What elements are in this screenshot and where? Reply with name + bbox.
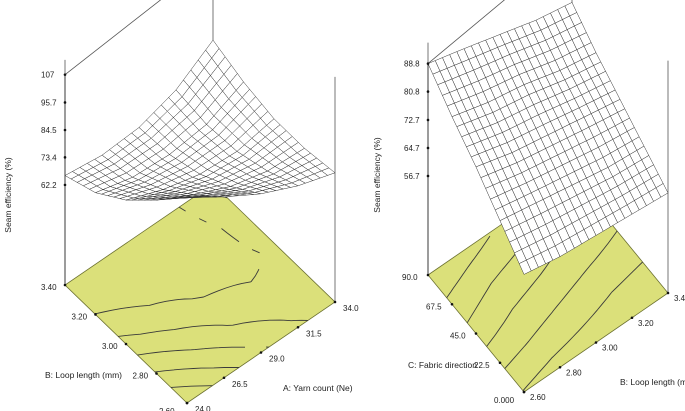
y-tick-mark: [94, 313, 97, 316]
floor-contour-line: [154, 366, 240, 373]
x-tick-label: 3.40: [674, 294, 685, 303]
z-tick-label: 80.8: [404, 88, 420, 97]
y-tick-mark: [155, 372, 158, 375]
x-tick-mark: [333, 300, 337, 304]
floor-contour-line: [170, 385, 213, 388]
x-tick-label: 29.0: [269, 355, 285, 364]
y-tick-label: 3.40: [41, 283, 57, 292]
z-tick-label: 72.7: [404, 116, 420, 125]
surface-mesh-cell: [518, 259, 532, 275]
y-axis-label-left: B: Loop length (mm): [45, 370, 122, 380]
x-tick-mark: [558, 365, 562, 369]
x-tick-mark: [594, 341, 598, 344]
floor-contour-line: [118, 189, 308, 337]
y-tick-label: 45.0: [450, 332, 466, 341]
x-tick-label: 24.0: [195, 405, 211, 411]
x-tick-label: 2.80: [566, 368, 582, 377]
y-tick-label: 2.60: [159, 407, 175, 411]
x-tick-mark: [259, 351, 263, 354]
y-tick-label: 0.000: [494, 396, 515, 405]
x-tick-label: 26.5: [232, 380, 248, 389]
z-tick-label: 84.5: [41, 126, 57, 135]
y-tick-mark: [474, 332, 478, 335]
x-tick-mark: [630, 316, 634, 320]
floor-contour-line: [504, 230, 618, 369]
y-tick-mark: [522, 390, 526, 394]
z-axis-label-right: Seam efficiency (%): [372, 137, 382, 213]
x-tick-label: 31.5: [306, 329, 322, 338]
z-tick-label: 64.7: [404, 144, 420, 153]
y-tick-mark: [426, 273, 430, 277]
y-tick-label: 3.00: [102, 342, 118, 351]
z-tick-mark: [63, 101, 67, 104]
y-tick-mark: [498, 361, 502, 365]
y-tick-mark: [185, 401, 189, 405]
z-tick-mark: [63, 156, 67, 159]
z-tick-label: 62.2: [41, 181, 57, 190]
z-tick-label: 73.4: [41, 153, 57, 162]
floor-contour-line: [446, 235, 491, 299]
y-tick-label: 67.5: [426, 302, 442, 311]
z-tick-mark: [426, 174, 430, 178]
surface-mesh-cell: [180, 197, 195, 199]
z-tick-mark: [63, 183, 67, 187]
z-tick-mark: [426, 146, 430, 150]
y-axis-label-right: C: Fabric direction: [408, 360, 477, 370]
floor-contour-line: [94, 206, 260, 314]
x-tick-label: 2.60: [530, 393, 546, 402]
z-tick-label: 95.7: [41, 98, 57, 107]
y-tick-mark: [450, 302, 454, 306]
x-tick-mark: [296, 325, 300, 329]
z-tick-label: 107: [41, 71, 55, 80]
y-tick-mark: [124, 342, 128, 346]
surface-plot-loop-length-fabric-direction: 56.7 64.7 72.7 80.8 88.8 2.60 2.80 3.00 3.20 3.4 0…: [402, 0, 685, 405]
box-top-edge: [64, 0, 162, 75]
x-tick-mark: [222, 376, 226, 380]
x-axis-label-left: A: Yarn count (Ne): [283, 383, 353, 393]
z-tick-label: 88.8: [404, 60, 420, 69]
y-tick-label: 90.0: [402, 273, 418, 282]
z-tick-mark: [63, 73, 67, 76]
z-tick-mark: [426, 90, 430, 93]
y-tick-mark: [63, 283, 67, 287]
x-tick-mark: [666, 291, 670, 295]
y-tick-label: 2.80: [133, 372, 149, 381]
x-tick-label: 3.20: [638, 319, 654, 328]
x-tick-label: 34.0: [343, 304, 359, 313]
x-tick-label: 3.00: [602, 344, 618, 353]
box-top-edge: [427, 0, 505, 64]
z-tick-mark: [426, 62, 430, 65]
y-tick-label: 3.20: [72, 313, 88, 322]
z-tick-mark: [63, 128, 67, 132]
z-tick-label: 56.7: [404, 172, 420, 181]
floor-contour-line: [522, 261, 643, 391]
x-axis-label-right: B: Loop length (mm): [620, 377, 685, 387]
surface-plot-yarn-count-loop-length: 62.2 73.4 84.5 95.7 107 24.0 26.5 29.0 31.5 34.0 2…: [41, 0, 359, 411]
z-tick-mark: [426, 118, 430, 122]
z-axis-label-left: Seam efficiency (%): [3, 157, 13, 233]
floor-contour-line: [137, 346, 269, 356]
y-tick-label: 22.5: [474, 361, 490, 370]
